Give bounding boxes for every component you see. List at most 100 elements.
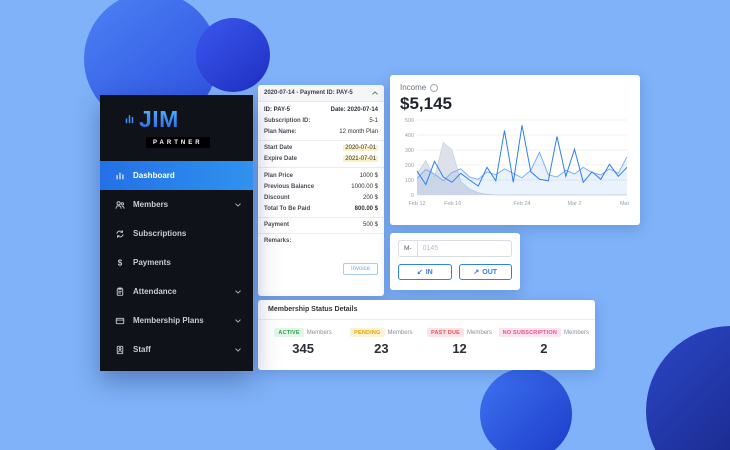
payment-body: ID: PAY-5 Date: 2020-07-14 Subscription … [258, 102, 384, 280]
collapse-icon[interactable] [372, 91, 378, 95]
stat-label: Members [564, 329, 590, 336]
income-amount: $5,145 [400, 94, 452, 113]
svg-text:400: 400 [405, 133, 414, 139]
remarks-label: Remarks: [264, 238, 292, 245]
income-card: Income $5,145 0 100 200 300 400 500 Feb 12 Feb … [390, 75, 640, 225]
stat-label: Members [467, 329, 493, 336]
row-label: Total To Be Paid [264, 206, 311, 213]
logo-icon [125, 111, 135, 129]
divider [258, 216, 384, 218]
decor-circle-bottom-mid [480, 368, 572, 450]
sidebar-item-label: Dashboard [133, 171, 175, 180]
row-label: Payment [264, 222, 290, 229]
stat-pending: PENDING Members 23 [342, 328, 420, 356]
svg-text:300: 300 [405, 148, 414, 154]
sidebar-item-dashboard[interactable]: Dashboard [100, 161, 253, 190]
detail-row: Discount 200 $ [264, 192, 378, 203]
payment-detail-card: 2020-07-14 - Payment ID: PAY-5 ID: PAY-5… [258, 85, 384, 296]
subscriptions-icon [116, 229, 124, 238]
detail-row: Previous Balance 1000.00 $ [264, 181, 378, 192]
status-badge: NO SUBSCRIPTION [498, 328, 561, 337]
detail-row: Subscription ID: 5-1 [264, 115, 378, 126]
stat-label: Members [387, 329, 413, 336]
stat-label: Members [306, 329, 332, 336]
row-value: 1000.00 $ [351, 183, 378, 190]
sidebar-item-payments[interactable]: $ Payments [100, 248, 253, 277]
stat-value: 23 [374, 341, 389, 356]
detail-row: Plan Name: 12 month Plan [264, 126, 378, 137]
payment-id-row: ID: PAY-5 Date: 2020-07-14 [264, 104, 378, 115]
staff-icon [116, 345, 124, 354]
sidebar-item-staff[interactable]: Staff [100, 335, 253, 364]
chevron-down-icon [235, 347, 241, 352]
row-label: Previous Balance [264, 183, 315, 190]
detail-row: Total To Be Paid 800.00 $ [264, 204, 378, 215]
sidebar-item-label: Attendance [133, 287, 177, 296]
status-badge: PAST DUE [427, 328, 465, 337]
sidebar-item-attendance[interactable]: Attendance [100, 277, 253, 306]
divider [258, 232, 384, 234]
income-title: Income [400, 83, 427, 92]
svg-text:Mar 8: Mar 8 [620, 201, 630, 207]
check-out-label: OUT [482, 268, 498, 276]
sidebar-item-members[interactable]: Members [100, 190, 253, 219]
income-info-icon [430, 83, 439, 92]
member-id-prefix: M- [398, 240, 417, 257]
row-value-highlighted: 2021-07-01 [343, 156, 378, 163]
row-value: 500 $ [362, 222, 378, 229]
logo-subtitle: PARTNER [146, 137, 210, 148]
checkin-card: M- ↙ IN ↗ OUT [390, 233, 520, 290]
status-badge: PENDING [350, 328, 385, 337]
invoice-button[interactable]: Invoice [342, 263, 378, 276]
membership-plans-icon [115, 317, 125, 324]
stat-past-due: PAST DUE Members 12 [420, 328, 498, 356]
sidebar-item-subscriptions[interactable]: Subscriptions [100, 219, 253, 248]
membership-card-title: Membership Status Details [258, 300, 595, 320]
svg-text:Mar 2: Mar 2 [567, 201, 581, 207]
row-label: Subscription ID: [264, 117, 311, 124]
svg-text:100: 100 [405, 178, 414, 184]
check-in-button[interactable]: ↙ IN [398, 264, 452, 280]
arrow-down-left-icon: ↙ [416, 269, 423, 276]
svg-text:$: $ [118, 258, 123, 267]
svg-text:200: 200 [405, 163, 414, 169]
payment-accordion-header[interactable]: 2020-07-14 - Payment ID: PAY-5 [258, 85, 384, 102]
stat-value: 2 [540, 341, 548, 356]
sidebar-item-label: Staff [133, 345, 151, 354]
detail-row: Start Date 2020-07-01 [264, 143, 378, 154]
stat-active: ACTIVE Members 345 [264, 328, 342, 356]
sidebar-menu: Dashboard Members Subscriptions $ Paymen… [100, 161, 253, 364]
check-in-label: IN [425, 268, 433, 276]
decor-circle-top-small [196, 18, 270, 92]
dashboard-icon [116, 172, 124, 179]
stat-value: 12 [452, 341, 467, 356]
svg-text:500: 500 [405, 118, 414, 124]
member-id-input[interactable] [416, 240, 512, 257]
logo: JIM PARTNER [100, 95, 253, 157]
row-value: 12 month Plan [339, 128, 378, 135]
svg-text:Feb 12: Feb 12 [408, 201, 425, 207]
divider [258, 139, 384, 141]
row-value: 5-1 [369, 117, 378, 124]
decor-circle-bottom-right [646, 326, 730, 450]
members-icon [115, 200, 125, 209]
row-label: Plan Price [264, 172, 294, 179]
detail-row: Plan Price 1000 $ [264, 170, 378, 181]
payment-id: ID: PAY-5 [264, 106, 291, 113]
check-out-button[interactable]: ↗ OUT [458, 264, 512, 280]
sidebar-item-membership-plans[interactable]: Membership Plans [100, 306, 253, 335]
remarks-empty-area [264, 247, 378, 259]
row-label: Discount [264, 194, 290, 201]
sidebar: JIM PARTNER Dashboard Members Subscripti… [100, 95, 253, 371]
svg-text:Feb 24: Feb 24 [513, 201, 530, 207]
row-value: 1000 $ [359, 172, 378, 179]
logo-title: JIM [139, 106, 179, 132]
sidebar-item-label: Members [133, 200, 169, 209]
attendance-icon [116, 287, 124, 296]
sidebar-item-label: Membership Plans [133, 316, 204, 325]
row-label: Start Date [264, 145, 293, 152]
detail-row: Expire Date 2021-07-01 [264, 154, 378, 165]
sidebar-item-label: Payments [133, 258, 171, 267]
payments-icon: $ [118, 258, 123, 267]
